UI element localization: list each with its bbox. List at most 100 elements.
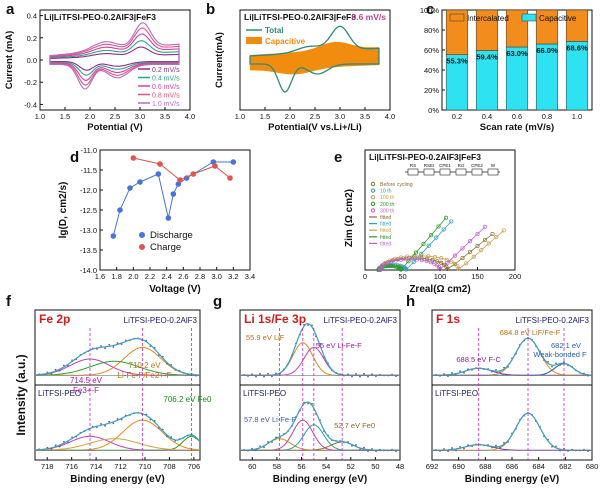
x-axis-tick-label: 688 [479,462,492,471]
legend-label: fitted [380,222,391,228]
panel-label: f [6,293,12,310]
xps-data-point [54,444,57,447]
panel-label: e [334,149,342,166]
x-axis-label: Potential(V vs.Li+/Li) [268,122,362,133]
circuit-label: CPE2 [471,163,483,168]
peak-annotation: 682.1 eV [551,341,581,350]
xps-data-point [104,347,107,350]
eis-data-point [467,239,473,244]
data-point [155,171,162,177]
x-axis-label: Zreal(Ω cm2) [409,284,470,295]
y-axis-tick-label: -13.5 [80,246,97,255]
x-axis-tick-label: 1.0 [35,112,45,121]
xps-data-point [551,445,553,448]
xps-data-point [499,371,501,374]
data-point [190,171,197,177]
chart-title: Li|LiTFSI-PEO-0.2AlF3|FeF3 [244,12,356,22]
xps-data-point [112,346,115,348]
xps-data-point [271,375,273,378]
x-axis-tick-label: 686 [506,462,519,471]
x-axis-tick-label: 712 [114,462,127,471]
x-axis-tick-label: 200 [509,272,522,281]
xps-data-point [116,342,119,344]
eis-data-point [456,266,461,271]
xps-fit-component [240,346,400,376]
eis-data-point [444,264,449,269]
peak-annotation: 55 eV Li-Fe-F [316,341,362,350]
data-point [110,233,117,239]
xps-data-point [355,444,357,446]
y-axis-label: Zim (Ω cm2) [344,189,355,247]
xps-data-point [367,450,369,453]
x-axis-tick-label: 50 [371,462,379,471]
y-axis-tick-label: -0.2 [24,78,37,87]
xps-data-point [371,447,373,450]
panel-label: b [206,1,215,18]
legend-label: 300 th [380,208,395,214]
chart-title: Li 1s/Fe 3p [244,312,306,326]
legend-label: 100 th [380,195,395,201]
xps-data-point [463,371,465,374]
legend-label-intercalated: Intercalated [467,14,509,23]
x-axis-tick-label: 684 [532,462,545,471]
x-axis-tick-label: 48 [396,462,404,471]
circuit-label: W [491,163,496,168]
x-axis-tick-label: 680 [586,462,599,471]
xps-envelope [34,337,201,376]
xps-envelope [34,412,201,451]
eis-data-point [377,267,383,273]
x-axis-tick-label: 150 [471,272,484,281]
eis-data-point [460,255,465,261]
sample-label-bottom: LiTFSI-PEO [435,389,478,398]
x-axis-tick-label: 2.2 [145,272,155,281]
x-tick-label: 0.4 [482,112,492,121]
legend-label: 0.8 mV/s [152,93,180,100]
xps-data-point [463,447,465,450]
eis-data-point [479,248,484,253]
xps-data-point [267,372,269,375]
panel-a: a Li|LiTFSI-PEO-0.2AlF3|FeF3 1.0 1.5 2.0 2.5 3… [4,1,195,133]
eis-data-point [471,254,476,259]
x-axis-tick-label: 692 [426,462,439,471]
data-point [137,179,143,185]
xps-data-point [58,369,61,372]
x-axis-tick-label: 4.0 [185,112,195,121]
legend-swatch-capacitive [521,13,537,22]
x-axis-tick-label: 2.0 [85,112,95,121]
panel-g: g 60 58 56 54 52 50 48 Binding energy (eV) Li 1s/… [213,293,404,485]
x-axis-tick-label: 58 [273,462,281,471]
xps-data-point [499,446,501,449]
xps-data-point [367,375,369,378]
legend-swatch-intercalated [449,13,465,22]
xps-data-point [555,362,557,365]
xps-data-point [259,445,261,448]
series-line [112,161,234,237]
x-axis-tick-label: 60 [248,462,256,471]
panel-label: d [70,149,79,166]
y-axis-label: Current(mA) [214,32,225,88]
xps-data-point [62,364,65,367]
circuit-element [471,168,483,176]
legend-label: Discharge [150,230,193,241]
legend-label: Before cycling [380,182,413,188]
xps-data-point [447,450,449,453]
eis-data-point [494,234,499,240]
x-axis-tick-label: 1.0 [235,112,245,121]
eis-data-point [436,265,442,270]
xps-data-point [307,324,309,326]
scan-rate-annotation: 0.6 mV/s [352,12,387,22]
xps-data-point [54,368,57,371]
x-axis-tick-label: 54 [322,462,330,471]
bar-value-label: 55.3% [446,57,468,66]
x-axis-tick-label: 4.0 [385,112,395,121]
x-axis-tick-label: 714 [90,462,103,471]
panel-label: g [213,293,222,310]
eis-data-point [445,266,450,272]
sample-label-top: LiTFSI-PEO-0.2AlF3 [124,316,198,325]
panel-e: e Li|LiTFSI-PEO-0.2AlF3|FeF3 0 50 100 150 200 Z… [334,149,521,295]
sample-label-bottom: LiTFSI-PEO [38,389,81,398]
data-point [157,161,163,167]
x-axis-tick-label: 3.5 [360,112,370,121]
x-axis-tick-label: 1.5 [60,112,70,121]
